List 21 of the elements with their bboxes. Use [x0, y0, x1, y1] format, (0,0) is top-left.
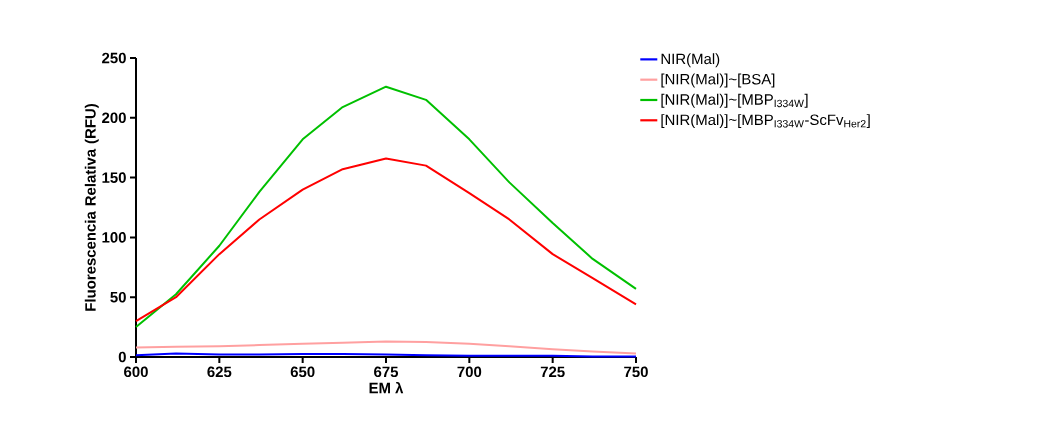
y-tick-label: 0 [118, 351, 126, 363]
legend-label: NIR(Mal) [661, 53, 720, 68]
legend-label: [NIR(Mal)]~[BSA] [661, 73, 775, 88]
legend-label: [NIR(Mal)]~[MBP$_{I334W}$] [661, 93, 808, 108]
x-tick-label: 675 [374, 366, 399, 378]
y-tick-label: 250 [102, 52, 126, 64]
x-tick-label: 750 [624, 366, 648, 378]
x-axis-title: EM λ [369, 381, 404, 394]
x-tick-label: 700 [457, 366, 482, 378]
x-tick-label: 625 [207, 366, 232, 378]
y-tick-label: 50 [110, 291, 126, 303]
line-series [135, 157, 638, 323]
y-tick-label: 200 [102, 112, 126, 124]
legend-label: [NIR(Mal)]~[MBP$_{I334W}$-ScFv$_{Her2}$] [661, 114, 870, 129]
y-tick-label: 150 [102, 172, 126, 183]
x-tick-label: 650 [290, 366, 315, 378]
y-axis-title: Fluorescencia Relativa (RFU) [84, 104, 99, 311]
y-tick-label: 100 [102, 232, 126, 243]
x-tick-label: 725 [540, 366, 565, 378]
x-tick-label: 600 [124, 366, 148, 378]
line-series [135, 85, 638, 329]
